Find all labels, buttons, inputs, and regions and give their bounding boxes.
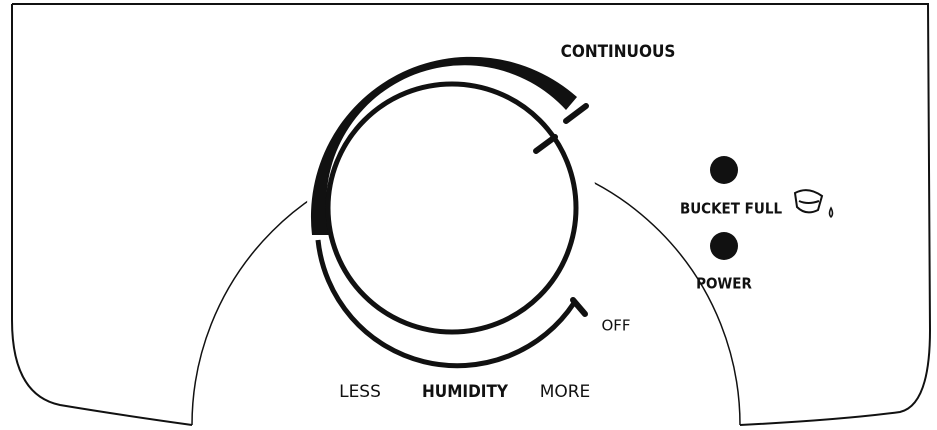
- off-label: OFF: [601, 317, 630, 335]
- dial-tick: [563, 103, 589, 124]
- power-led: [710, 232, 738, 260]
- dial-tick: [570, 297, 588, 317]
- bucket-full-led: [710, 156, 738, 184]
- power-label: POWER: [696, 275, 752, 293]
- bucket-full-label: BUCKET FULL: [680, 200, 783, 218]
- dial-face: [307, 63, 597, 353]
- dial-outer-ring: [315, 239, 577, 369]
- less-label: LESS: [339, 382, 381, 402]
- continuous-label: CONTINUOUS: [561, 42, 676, 62]
- panel-outline: [11, 3, 932, 426]
- bucket-icon: [793, 189, 834, 219]
- dial-tick: [533, 134, 558, 154]
- dial-inner-ring: [325, 81, 579, 335]
- humidity-label: HUMIDITY: [422, 382, 509, 402]
- more-label: MORE: [540, 382, 591, 402]
